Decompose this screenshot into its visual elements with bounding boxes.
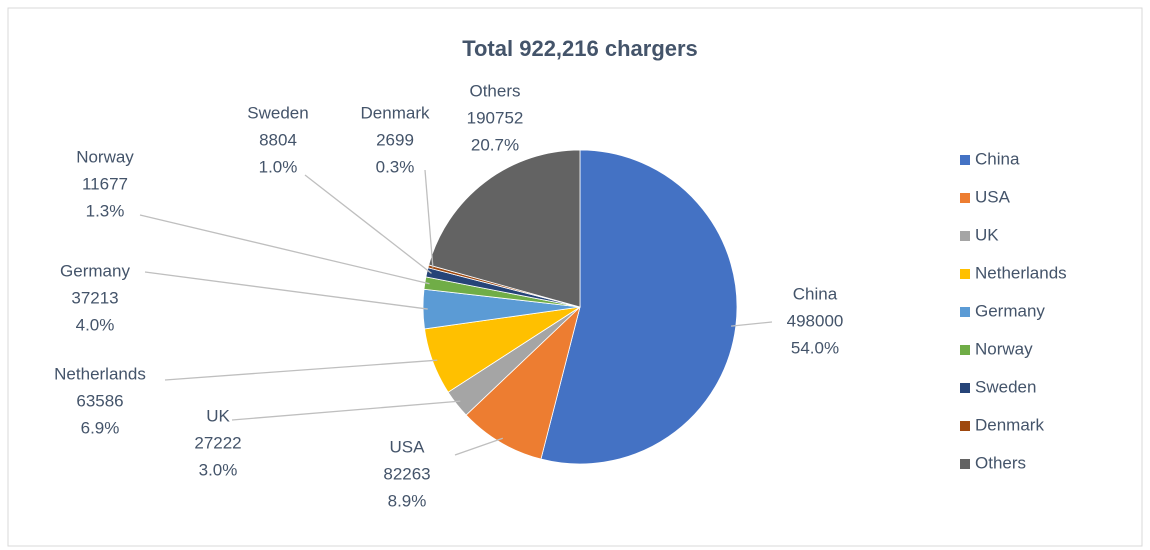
- leader-line: [231, 400, 461, 421]
- data-label-value: 2699: [376, 130, 414, 149]
- legend-swatch: [960, 421, 970, 431]
- data-label-value: 63586: [76, 391, 123, 410]
- legend-label: China: [975, 149, 1020, 168]
- legend-label: Norway: [975, 339, 1033, 358]
- legend-swatch: [960, 231, 970, 241]
- data-label-percent: 54.0%: [791, 338, 839, 357]
- legend-label: UK: [975, 225, 999, 244]
- data-label-name: Norway: [76, 147, 134, 166]
- legend-label: Netherlands: [975, 263, 1067, 282]
- data-label-value: 37213: [71, 288, 118, 307]
- data-label-value: 190752: [467, 108, 524, 127]
- data-label-value: 8804: [259, 130, 297, 149]
- data-label-name: USA: [390, 437, 426, 456]
- data-label-value: 27222: [194, 433, 241, 452]
- data-label-name: China: [793, 284, 838, 303]
- legend-label: USA: [975, 187, 1011, 206]
- leader-line: [144, 271, 428, 310]
- legend-label: Germany: [975, 301, 1045, 320]
- pie-slice: [428, 149, 581, 308]
- chart-title: Total 922,216 chargers: [462, 36, 698, 61]
- data-label-name: Denmark: [361, 103, 430, 122]
- leader-line: [164, 359, 438, 381]
- legend-swatch: [960, 307, 970, 317]
- data-label-name: Germany: [60, 261, 130, 280]
- data-label-name: Netherlands: [54, 364, 146, 383]
- data-label-name: Sweden: [247, 103, 308, 122]
- legend-label: Sweden: [975, 377, 1036, 396]
- data-label-value: 498000: [787, 311, 844, 330]
- data-label-percent: 4.0%: [76, 315, 115, 334]
- legend-label: Denmark: [975, 415, 1044, 434]
- data-label-name: Others: [469, 81, 520, 100]
- data-label-percent: 6.9%: [81, 418, 120, 437]
- legend-label: Others: [975, 453, 1026, 472]
- legend-swatch: [960, 155, 970, 165]
- leader-line: [424, 169, 434, 268]
- legend-swatch: [960, 459, 970, 469]
- data-label-percent: 1.0%: [259, 157, 298, 176]
- data-label-percent: 0.3%: [376, 157, 415, 176]
- data-label-percent: 1.3%: [86, 201, 125, 220]
- legend-swatch: [960, 383, 970, 393]
- legend-swatch: [960, 193, 970, 203]
- leader-line: [139, 214, 430, 285]
- leader-line: [454, 437, 504, 456]
- legend-swatch: [960, 269, 970, 279]
- data-label-value: 11677: [82, 174, 128, 193]
- data-label-name: UK: [206, 406, 230, 425]
- data-label-percent: 20.7%: [471, 135, 519, 154]
- data-label-percent: 8.9%: [388, 491, 427, 510]
- pie-slice: [465, 305, 581, 460]
- leader-line: [731, 321, 773, 327]
- data-label-value: 82263: [383, 464, 430, 483]
- data-label-percent: 3.0%: [199, 460, 238, 479]
- legend-swatch: [960, 345, 970, 355]
- leader-line: [304, 174, 432, 274]
- pie-slice: [540, 149, 738, 465]
